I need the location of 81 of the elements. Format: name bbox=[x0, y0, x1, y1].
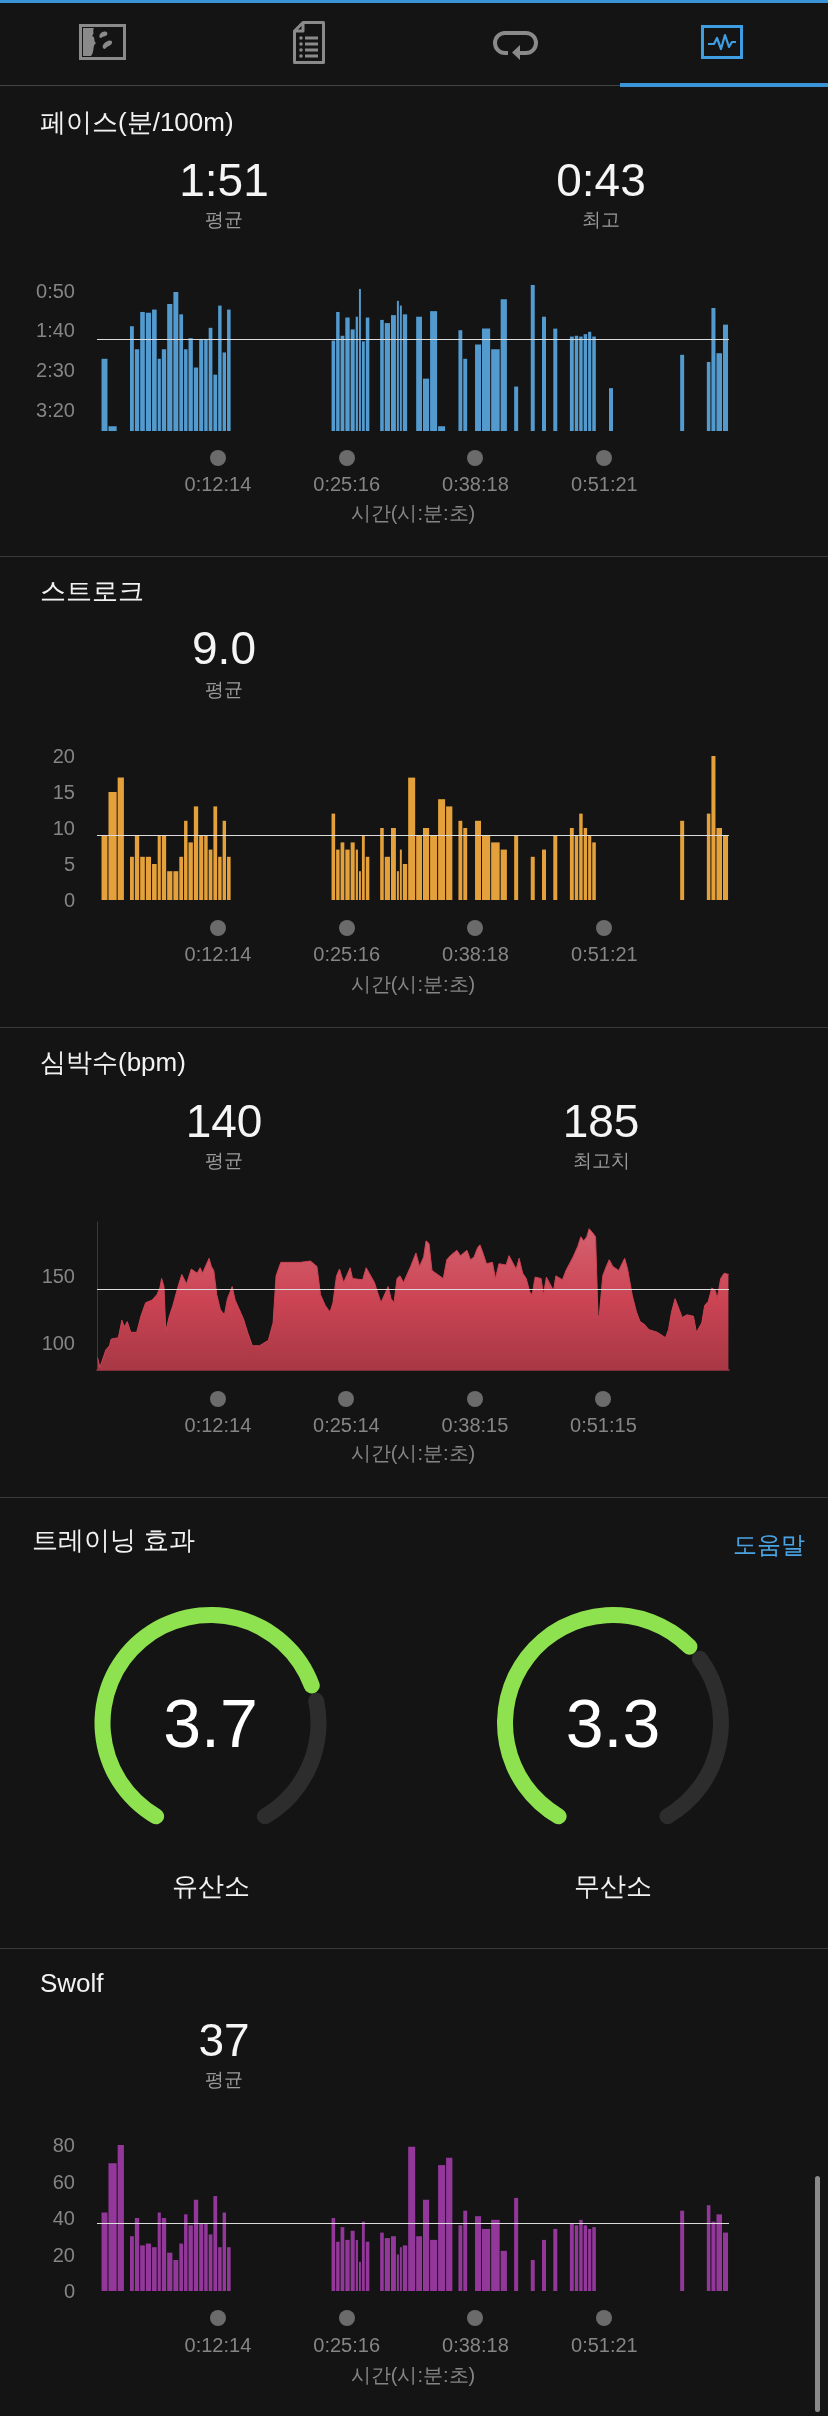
x-tick-label: 0:25:16 bbox=[313, 2334, 381, 2356]
text: 185 bbox=[562, 1093, 640, 1149]
chart-title: 페이스(분/100m) bbox=[40, 106, 234, 138]
x-tick-label: 0:12:14 bbox=[184, 473, 252, 495]
x-tick-label: 0:38:15 bbox=[441, 1414, 509, 1436]
chart-title: Swolf bbox=[40, 1967, 104, 1999]
text: 무산소 bbox=[574, 1870, 652, 1902]
y-tick-label: 60 bbox=[52, 2170, 75, 2193]
y-tick-label: 10 bbox=[52, 817, 75, 839]
bar bbox=[579, 2219, 583, 2291]
x-axis-title: 시간(시:분:초) bbox=[350, 1442, 476, 1464]
x-tick-label: 0:12:14 bbox=[184, 2334, 252, 2356]
bar bbox=[542, 849, 547, 900]
x-tick-label: 0:25:16 bbox=[313, 943, 381, 965]
y-tick-label: 40 bbox=[52, 2207, 75, 2229]
y-tick-label: 1:40 bbox=[36, 319, 75, 342]
text: 37 bbox=[198, 2012, 250, 2068]
text: 평균 bbox=[205, 677, 243, 701]
chart-title: 심박수(bpm) bbox=[40, 1046, 186, 1078]
bar bbox=[553, 2228, 558, 2291]
bar bbox=[193, 2199, 199, 2291]
bar bbox=[213, 806, 218, 900]
bar bbox=[569, 2223, 574, 2291]
text: 최고치 bbox=[572, 1148, 630, 1172]
bar bbox=[680, 2210, 685, 2291]
text: 평균 bbox=[205, 207, 243, 231]
text: 트레이닝 효과 bbox=[32, 1524, 196, 1556]
x-tick-label: 0:51:21 bbox=[571, 943, 638, 965]
y-tick-label: 5 bbox=[63, 853, 75, 875]
y-tick-label: 80 bbox=[52, 2134, 75, 2156]
bar bbox=[569, 828, 574, 900]
y-tick-label: 100 bbox=[41, 1332, 75, 1355]
bar bbox=[680, 820, 685, 900]
bar bbox=[193, 806, 199, 900]
bar bbox=[361, 2221, 365, 2291]
x-tick-label: 0:12:14 bbox=[184, 1414, 252, 1436]
y-tick-label: 20 bbox=[52, 745, 75, 767]
text: 평균 bbox=[205, 1148, 243, 1172]
bar bbox=[213, 2196, 218, 2291]
chart-title: 스트로크 bbox=[40, 575, 144, 607]
y-tick-label: 2:30 bbox=[36, 358, 75, 381]
bar bbox=[553, 835, 558, 900]
y-tick-label: 15 bbox=[52, 781, 75, 803]
x-tick-label: 0:51:15 bbox=[570, 1414, 637, 1436]
text: 도움말 bbox=[733, 1529, 805, 1559]
text: 최고 bbox=[582, 207, 620, 231]
bar bbox=[542, 2239, 547, 2291]
bar bbox=[530, 2259, 535, 2291]
bar bbox=[530, 856, 535, 900]
text: 평균 bbox=[205, 2067, 243, 2091]
x-tick-label: 0:25:14 bbox=[312, 1414, 380, 1436]
bar bbox=[514, 835, 519, 900]
x-tick-label: 0:12:14 bbox=[184, 943, 252, 965]
text: 0:43 bbox=[556, 152, 646, 208]
x-tick-label: 0:38:18 bbox=[442, 2334, 509, 2356]
bar bbox=[592, 2227, 596, 2291]
bar bbox=[514, 2197, 519, 2291]
bar bbox=[579, 813, 583, 900]
x-axis-title: 시간(시:분:초) bbox=[350, 2364, 476, 2386]
y-tick-label: 0 bbox=[63, 2280, 75, 2302]
y-tick-label: 0:50 bbox=[36, 279, 75, 302]
text: 3.7 bbox=[163, 1684, 258, 1763]
text: 140 bbox=[185, 1093, 263, 1149]
x-tick-label: 0:51:21 bbox=[571, 2334, 638, 2356]
x-tick-label: 0:38:18 bbox=[442, 943, 509, 965]
text: 유산소 bbox=[171, 1870, 250, 1902]
x-axis-title: 시간(시:분:초) bbox=[350, 502, 476, 524]
x-tick-label: 0:25:16 bbox=[313, 473, 381, 495]
bar bbox=[458, 820, 463, 900]
x-axis-title: 시간(시:분:초) bbox=[350, 973, 476, 995]
y-tick-label: 3:20 bbox=[36, 398, 75, 421]
bar bbox=[588, 2228, 592, 2291]
bar bbox=[361, 835, 365, 900]
text: 9.0 bbox=[192, 620, 256, 676]
y-tick-label: 150 bbox=[41, 1264, 75, 1287]
x-tick-label: 0:38:18 bbox=[442, 473, 509, 495]
text: 1:51 bbox=[179, 152, 269, 208]
y-tick-label: 0 bbox=[63, 889, 75, 911]
y-tick-label: 20 bbox=[52, 2243, 75, 2266]
x-tick-label: 0:51:21 bbox=[571, 473, 638, 495]
text: 3.3 bbox=[565, 1684, 661, 1763]
